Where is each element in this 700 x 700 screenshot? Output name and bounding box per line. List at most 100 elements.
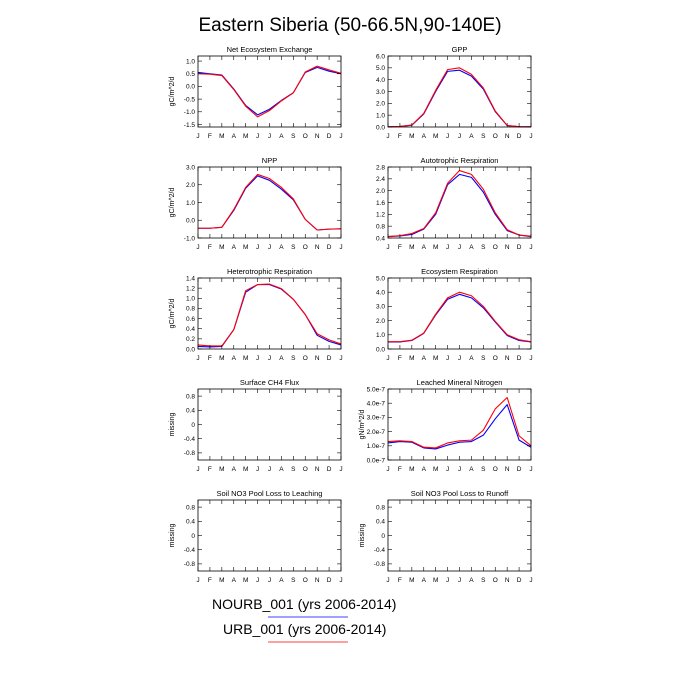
x-tick-label: A [422, 244, 427, 251]
x-tick-label: D [327, 466, 332, 473]
x-tick-label: F [398, 577, 402, 584]
x-tick-label: J [196, 244, 199, 251]
x-tick-label: J [196, 355, 199, 362]
y-tick-label: 2.4 [376, 176, 385, 183]
figure-title: Eastern Siberia (50-66.5N,90-140E) [198, 15, 501, 36]
x-tick-label: D [517, 466, 522, 473]
x-tick-label: O [493, 133, 498, 140]
y-axis-label: gN/m^2/d [359, 410, 366, 440]
x-tick-label: J [256, 577, 259, 584]
x-tick-label: D [517, 133, 522, 140]
legend: NOURB_001 (yrs 2006-2014) URB_001 (yrs 2… [212, 596, 396, 643]
x-tick-label: D [517, 355, 522, 362]
x-tick-label: M [243, 577, 248, 584]
y-tick-label: 1.0 [186, 200, 195, 207]
x-tick-label: A [232, 577, 237, 584]
x-tick-label: S [291, 577, 296, 584]
y-tick-label: 4.0 [376, 290, 385, 297]
x-tick-label: M [219, 466, 224, 473]
x-tick-label: M [433, 577, 438, 584]
legend-label-urb: URB_001 (yrs 2006-2014) [223, 621, 386, 637]
y-tick-label: 0.0 [186, 218, 195, 225]
y-tick-label: -0.4 [374, 547, 386, 554]
x-tick-label: M [243, 133, 248, 140]
x-tick-label: F [398, 244, 402, 251]
x-tick-label: A [469, 577, 474, 584]
y-tick-label: 0.0e-7 [367, 457, 386, 464]
panel-title: Heterotrophic Respiration [227, 267, 312, 276]
x-tick-label: S [481, 355, 486, 362]
plot-frame [387, 277, 532, 350]
x-tick-label: F [398, 466, 402, 473]
x-tick-label: J [339, 133, 342, 140]
x-tick-label: N [505, 133, 510, 140]
panel-8: Leached Mineral Nitrogen gN/m^2/d 0.0e-7 1.… [359, 378, 533, 473]
x-tick-label: N [315, 133, 320, 140]
y-tick-label: 0.8 [376, 504, 385, 511]
y-tick-label: -0.8 [374, 561, 386, 568]
panel-9: Soil NO3 Pool Loss to Leaching missing -0.… [169, 489, 343, 584]
y-tick-label: 2.0 [186, 182, 195, 189]
x-tick-label: O [303, 133, 308, 140]
x-tick-label: J [196, 466, 199, 473]
x-tick-label: S [481, 466, 486, 473]
y-tick-label: 1.0 [186, 58, 195, 65]
x-tick-label: O [493, 577, 498, 584]
series-line-nourb [198, 175, 342, 231]
y-tick-label: 0.0 [186, 346, 195, 353]
x-tick-label: M [219, 355, 224, 362]
x-tick-label: O [303, 577, 308, 584]
x-tick-label: M [433, 355, 438, 362]
x-tick-label: D [327, 577, 332, 584]
x-tick-label: J [458, 355, 461, 362]
x-tick-label: A [279, 355, 284, 362]
series-line-nourb [197, 284, 342, 348]
x-tick-label: O [493, 244, 498, 251]
x-tick-label: S [481, 244, 486, 251]
x-tick-label: J [529, 577, 532, 584]
x-tick-label: F [208, 244, 212, 251]
panel-title: Ecosystem Respiration [421, 267, 498, 276]
series-line-nourb [197, 66, 342, 116]
x-tick-label: J [268, 355, 271, 362]
y-tick-label: 1.0 [376, 332, 385, 339]
x-tick-label: M [409, 133, 414, 140]
x-tick-label: J [446, 577, 449, 584]
panel-4: Autotrophic Respiration 0.4 0.8 1.2 1.6 2.0 2.… [376, 156, 533, 251]
x-tick-label: J [196, 133, 199, 140]
x-tick-label: F [398, 133, 402, 140]
y-tick-label: 0.8 [186, 393, 195, 400]
series-line-nourb [388, 293, 532, 343]
x-tick-label: J [386, 577, 389, 584]
y-tick-label: 5.0 [376, 275, 385, 282]
series-line-urb [387, 170, 532, 238]
x-tick-label: M [409, 466, 414, 473]
plot-frame [197, 277, 342, 350]
x-tick-label: J [339, 244, 342, 251]
x-tick-label: J [386, 244, 389, 251]
x-tick-label: J [386, 466, 389, 473]
y-axis-label: missing [169, 413, 176, 437]
y-tick-label: 1.4 [186, 275, 195, 282]
panel-title: Surface CH4 Flux [240, 378, 299, 387]
legend-label-nourb: NOURB_001 (yrs 2006-2014) [212, 596, 396, 612]
y-tick-label: 1.2 [186, 285, 195, 292]
y-tick-label: 1.6 [376, 200, 385, 207]
x-tick-label: J [446, 466, 449, 473]
x-tick-label: A [422, 133, 427, 140]
panel-grid: Net Ecosystem Exchange gC/m^2/d -1.5 -1.0 -0… [169, 45, 533, 584]
x-tick-label: A [469, 133, 474, 140]
y-tick-label: 2.0e-7 [367, 429, 386, 436]
panel-6: Ecosystem Respiration 0.0 1.0 2.0 3.0 4.0 5.0 J… [376, 267, 533, 362]
x-tick-label: N [315, 355, 320, 362]
panel-title: Soil NO3 Pool Loss to Runoff [411, 489, 509, 498]
panel-title: Net Ecosystem Exchange [227, 45, 313, 54]
y-axis-label: gC/m^2/d [169, 77, 176, 107]
x-tick-label: F [208, 355, 212, 362]
x-tick-label: D [517, 244, 522, 251]
x-tick-label: N [505, 466, 510, 473]
plot-frame [197, 499, 342, 572]
x-tick-label: A [232, 466, 237, 473]
x-tick-label: A [422, 355, 427, 362]
